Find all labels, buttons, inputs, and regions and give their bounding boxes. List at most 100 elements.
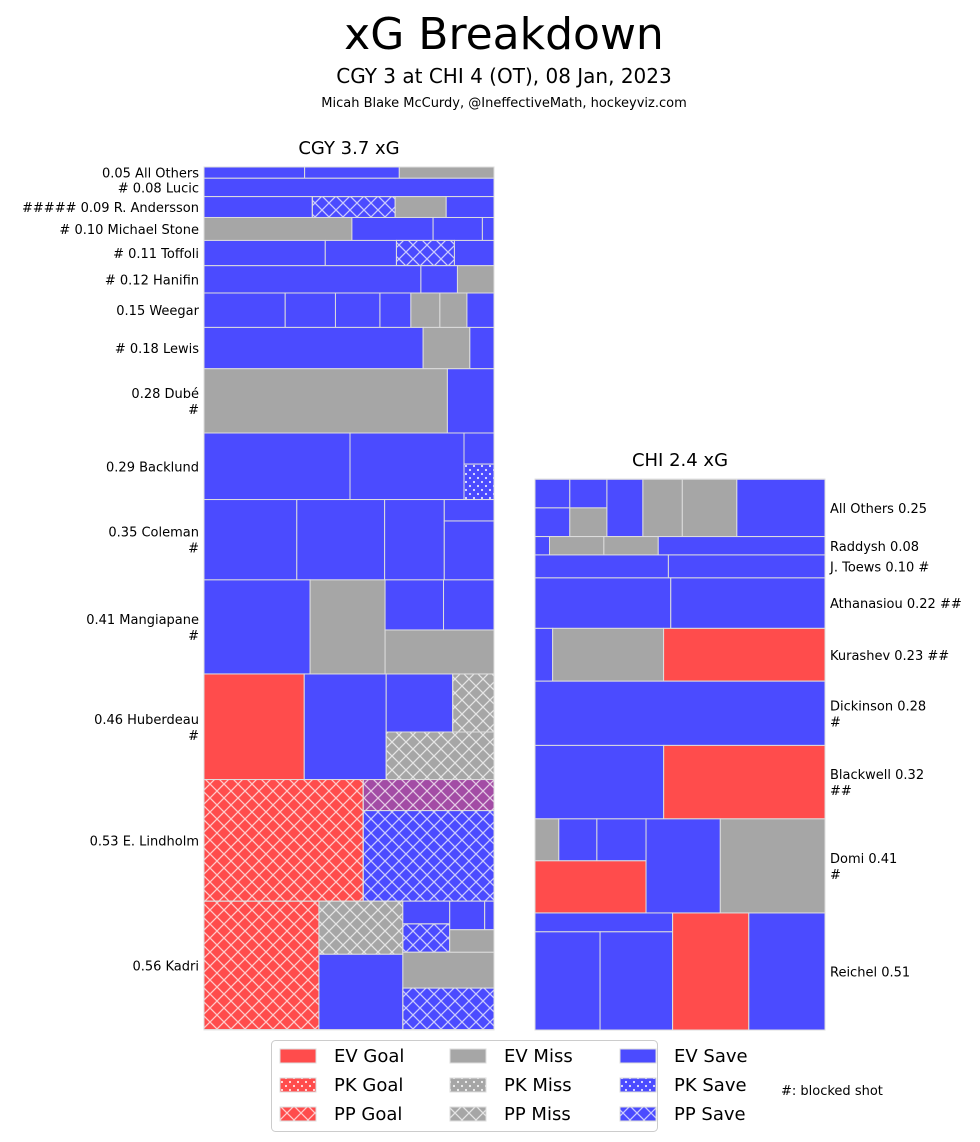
panel-border bbox=[203, 166, 495, 1031]
shot-cell-ev-save bbox=[469, 326, 495, 370]
shot-cell-ev-save bbox=[534, 577, 672, 629]
player-label: Blackwell 0.32 ## bbox=[830, 768, 924, 799]
player-label: 0.56 Kadri bbox=[132, 959, 199, 974]
player-label: # 0.11 Toffoli bbox=[113, 247, 199, 262]
legend-item: PK Miss bbox=[449, 1075, 572, 1096]
player-band: Athanasiou 0.22 ## bbox=[534, 577, 962, 629]
shot-cell-ev-save bbox=[443, 499, 495, 522]
shot-cell-ev-save bbox=[569, 478, 608, 509]
shot-cell-ev-save bbox=[481, 216, 495, 241]
panel-border bbox=[534, 478, 826, 1031]
player-label: 0.05 All Others bbox=[102, 167, 199, 182]
player-band: # 0.10 Michael Stone bbox=[59, 216, 495, 241]
shot-cell-ev-miss bbox=[552, 627, 665, 682]
shot-cell-ev-miss bbox=[410, 292, 441, 328]
player-label: # 0.18 Lewis bbox=[115, 342, 199, 357]
legend-swatch-pattern bbox=[619, 1106, 657, 1122]
shot-cell-ev-save bbox=[203, 239, 326, 267]
player-label: 0.41 Mangiapane # bbox=[86, 613, 199, 644]
player-label: Dickinson 0.28 # bbox=[830, 699, 926, 730]
shot-cell-ev-miss bbox=[203, 368, 448, 434]
shot-cell-ev-save bbox=[324, 239, 397, 267]
shot-cell-ev-save bbox=[534, 536, 550, 556]
legend-item: PK Save bbox=[619, 1075, 747, 1096]
legend-label: PK Save bbox=[674, 1075, 747, 1096]
shot-cell-pp-goal-pattern bbox=[203, 900, 320, 1031]
shot-cell-ev-save bbox=[203, 166, 306, 179]
shot-cell-pp-goal-pattern bbox=[203, 779, 364, 902]
player-label: # 0.08 Lucic bbox=[118, 181, 199, 196]
panel-title: CGY 3.7 xG bbox=[298, 138, 399, 159]
shot-cell-ev-save bbox=[558, 818, 598, 862]
panel-chi: CHI 2.4 xG All Others 0.25 Raddysh 0.08 J. … bbox=[534, 450, 962, 1031]
shot-cell-ev-save bbox=[534, 744, 665, 820]
player-band: 0.56 Kadri bbox=[132, 900, 495, 1031]
legend-label: PP Save bbox=[674, 1104, 746, 1125]
player-band: Dickinson 0.28 # bbox=[534, 680, 926, 746]
legend-swatch-pattern bbox=[279, 1077, 317, 1093]
shot-cell-ev-miss bbox=[203, 216, 353, 241]
shot-cell-ev-save bbox=[645, 818, 721, 914]
player-band: 0.15 Weegar bbox=[116, 292, 495, 328]
shot-cell-ev-save bbox=[420, 265, 458, 294]
shot-cell-ev-miss bbox=[456, 265, 495, 294]
shot-cell-ev-save bbox=[379, 292, 412, 328]
player-band: Kurashev 0.23 ## bbox=[534, 627, 949, 682]
player-band: 0.46 Huberdeau # bbox=[94, 673, 495, 781]
legend-label: EV Miss bbox=[504, 1046, 573, 1067]
shot-cell-ev-miss bbox=[394, 196, 447, 218]
legend-swatch-pattern bbox=[449, 1106, 487, 1122]
shot-cell-ev-miss bbox=[384, 629, 495, 675]
player-label: Kurashev 0.23 ## bbox=[830, 649, 949, 664]
player-label: 0.15 Weegar bbox=[116, 304, 199, 319]
shot-cell-ev-save bbox=[385, 673, 454, 733]
shot-cell-ev-miss bbox=[449, 929, 495, 953]
shot-cell-ev-goal bbox=[663, 744, 826, 820]
shot-cell-ev-save bbox=[599, 931, 674, 1031]
player-band: 0.41 Mangiapane # bbox=[86, 579, 495, 675]
shot-cell-ev-save bbox=[449, 900, 486, 931]
legend-label: PP Miss bbox=[504, 1104, 571, 1125]
shot-cell-ev-save bbox=[748, 912, 826, 1031]
shot-cell-ev-save bbox=[453, 239, 495, 267]
player-label: 0.46 Huberdeau # bbox=[94, 713, 199, 744]
shot-cell-ev-miss bbox=[402, 951, 495, 989]
chart-title: xG Breakdown bbox=[344, 9, 664, 60]
legend-label: PK Goal bbox=[334, 1075, 403, 1096]
shot-cell-ev-save bbox=[484, 900, 495, 931]
shot-cell-ev-miss bbox=[603, 536, 659, 556]
shot-cell-pp-save-pattern bbox=[395, 239, 455, 267]
player-band: Domi 0.41 # bbox=[534, 818, 897, 914]
shot-cell-ev-save bbox=[303, 673, 387, 781]
shot-cell-ev-miss bbox=[398, 166, 495, 179]
chart-credit: Micah Blake McCurdy, @IneffectiveMath, h… bbox=[321, 96, 687, 111]
player-label: 0.35 Coleman # bbox=[108, 526, 199, 557]
shot-cell-ev-save bbox=[667, 554, 826, 579]
shot-cell-ev-save bbox=[203, 177, 495, 198]
shot-cell-ev-save bbox=[296, 499, 386, 581]
shot-cell-ev-save bbox=[443, 579, 495, 631]
legend-item: PP Miss bbox=[449, 1104, 571, 1125]
shot-cell-ev-save bbox=[334, 292, 381, 328]
shot-cell-ev-save bbox=[443, 520, 495, 581]
player-label: ##### 0.09 R. Andersson bbox=[22, 201, 199, 216]
legend-label: EV Save bbox=[674, 1046, 748, 1067]
shot-cell-ev-save bbox=[534, 912, 674, 933]
legend-label: PP Goal bbox=[334, 1104, 402, 1125]
shot-cell-ev-save bbox=[534, 507, 571, 538]
legend-item: PK Goal bbox=[279, 1075, 403, 1096]
shot-cell-ev-save bbox=[203, 432, 351, 501]
player-label: # 0.10 Michael Stone bbox=[59, 223, 199, 238]
shot-cell-ev-save bbox=[203, 265, 422, 294]
player-band: J. Toews 0.10 # bbox=[534, 554, 929, 579]
player-band: Blackwell 0.32 ## bbox=[534, 744, 924, 820]
player-band: All Others 0.25 bbox=[534, 478, 927, 538]
shot-cell-pp-save-pattern bbox=[311, 196, 396, 218]
shot-cell-ev-save bbox=[534, 554, 669, 579]
legend-swatch bbox=[279, 1048, 317, 1064]
shot-cell-ev-miss bbox=[719, 818, 826, 914]
player-band: # 0.12 Hanifin bbox=[105, 265, 495, 294]
shot-cell-pk-save-pattern bbox=[463, 463, 495, 501]
shot-cell-ev-save bbox=[736, 478, 826, 538]
shot-cell-pp-miss-pattern bbox=[385, 731, 495, 781]
